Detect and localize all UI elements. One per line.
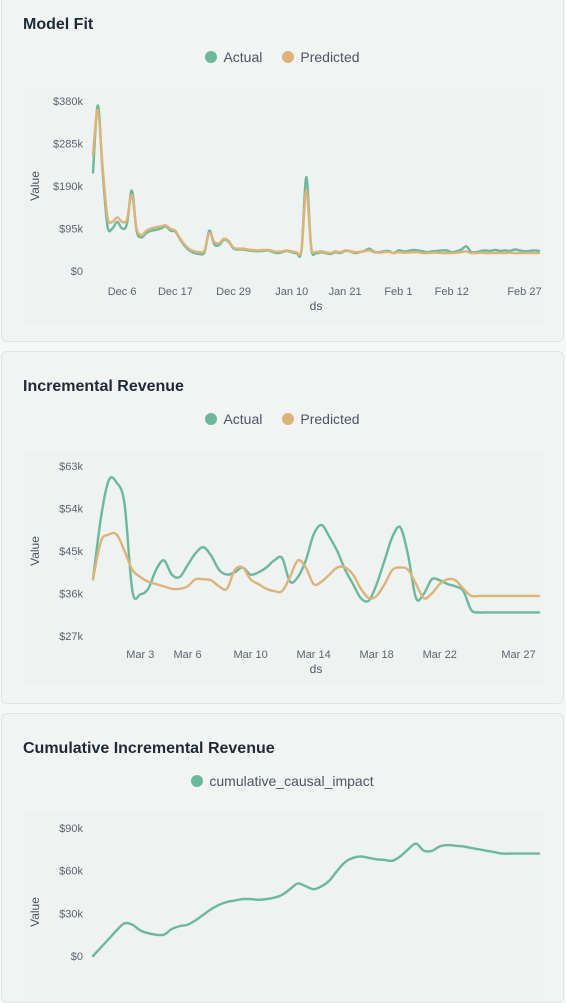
x-tick-label: Feb 27: [507, 286, 541, 298]
chart-legend: cumulative_causal_impact: [2, 773, 563, 789]
chart-svg: $0 $95k $190k $285k $380k Dec 6 Dec 17 Dec 29 Ja…: [28, 96, 542, 313]
x-tick-label: Mar 6: [173, 649, 201, 661]
chart-svg: $27k $36k $45k $54k $63k Mar 3 Mar 6 Mar 10 Mar …: [28, 461, 541, 676]
series-line-actual[interactable]: [91, 476, 541, 614]
x-tick-label: Dec 29: [216, 286, 251, 298]
y-tick-label: $27k: [59, 631, 83, 643]
y-tick-label: $95k: [59, 224, 83, 236]
y-tick-label: $285k: [53, 139, 83, 151]
y-tick-label: $190k: [53, 181, 83, 193]
legend-label-predicted: Predicted: [300, 411, 360, 427]
x-tick-label: Feb 1: [384, 286, 412, 298]
y-tick-label: $380k: [53, 96, 83, 108]
legend-item-cumulative[interactable]: cumulative_causal_impact: [191, 773, 374, 789]
chart-svg: $0 $30k $60k $90k Value: [28, 823, 541, 963]
legend-item-actual[interactable]: Actual: [205, 49, 262, 65]
y-tick-label: $90k: [59, 823, 83, 835]
legend-item-predicted[interactable]: Predicted: [282, 411, 360, 427]
y-tick-label: $60k: [59, 866, 83, 878]
chart-title: Cumulative Incremental Revenue: [23, 740, 275, 757]
plot-area: $0 $95k $190k $285k $380k Dec 6 Dec 17 Dec 29 Ja…: [23, 88, 545, 324]
legend-swatch-actual: [205, 51, 218, 63]
legend-item-actual[interactable]: Actual: [205, 411, 262, 427]
x-tick-label: Mar 10: [233, 649, 267, 661]
series-line-actual[interactable]: [91, 104, 541, 258]
x-tick-label: Jan 10: [275, 286, 308, 298]
chart-legend: Actual Predicted: [2, 49, 563, 65]
chart-card-incremental-revenue: Incremental Revenue Actual Predicted $27…: [1, 351, 564, 704]
y-tick-label: $30k: [59, 908, 83, 920]
y-axis-label: Value: [28, 536, 42, 566]
y-tick-label: $36k: [59, 589, 83, 601]
chart-title: Model Fit: [23, 16, 94, 33]
legend-label-actual: Actual: [223, 411, 263, 427]
legend-item-predicted[interactable]: Predicted: [282, 49, 360, 65]
y-tick-label: $45k: [59, 546, 83, 558]
chart-title: Incremental Revenue: [23, 378, 184, 395]
y-tick-label: $63k: [59, 461, 83, 473]
x-tick-label: Dec 6: [108, 286, 137, 298]
plot-area: $27k $36k $45k $54k $63k Mar 3 Mar 6 Mar 10 Mar …: [23, 450, 545, 684]
x-tick-label: Mar 27: [501, 649, 535, 661]
legend-label-actual: Actual: [223, 49, 263, 65]
legend-swatch-predicted: [282, 51, 295, 63]
x-tick-label: Feb 12: [435, 286, 469, 298]
plot-area: $0 $30k $60k $90k Value: [23, 812, 545, 1002]
y-tick-label: $54k: [59, 504, 83, 516]
x-tick-label: Mar 22: [423, 649, 457, 661]
chart-card-cumulative: Cumulative Incremental Revenue cumulativ…: [1, 713, 564, 1003]
x-tick-label: Mar 14: [297, 649, 331, 661]
x-tick-label: Dec 17: [158, 286, 193, 298]
legend-label-cumulative: cumulative_causal_impact: [209, 773, 374, 789]
x-axis-label: ds: [310, 299, 323, 313]
y-axis-label: Value: [28, 171, 42, 201]
y-axis-label: Value: [28, 897, 42, 927]
x-tick-label: Mar 18: [360, 649, 394, 661]
legend-label-predicted: Predicted: [300, 49, 360, 65]
legend-swatch-predicted: [282, 413, 295, 425]
x-tick-label: Jan 21: [329, 286, 362, 298]
legend-swatch-cumulative: [191, 775, 204, 787]
series-line-predicted[interactable]: [91, 108, 541, 257]
y-tick-label: $0: [71, 951, 83, 963]
x-axis-label: ds: [310, 662, 323, 676]
y-tick-label: $0: [71, 266, 83, 278]
chart-legend: Actual Predicted: [2, 411, 563, 427]
series-line-predicted[interactable]: [91, 531, 541, 600]
chart-card-model-fit: Model Fit Actual Predicted $0 $95k $190k $2…: [1, 0, 564, 342]
series-line-cumulative-causal-impact[interactable]: [91, 842, 541, 958]
x-tick-label: Mar 3: [126, 649, 154, 661]
legend-swatch-actual: [205, 413, 218, 425]
